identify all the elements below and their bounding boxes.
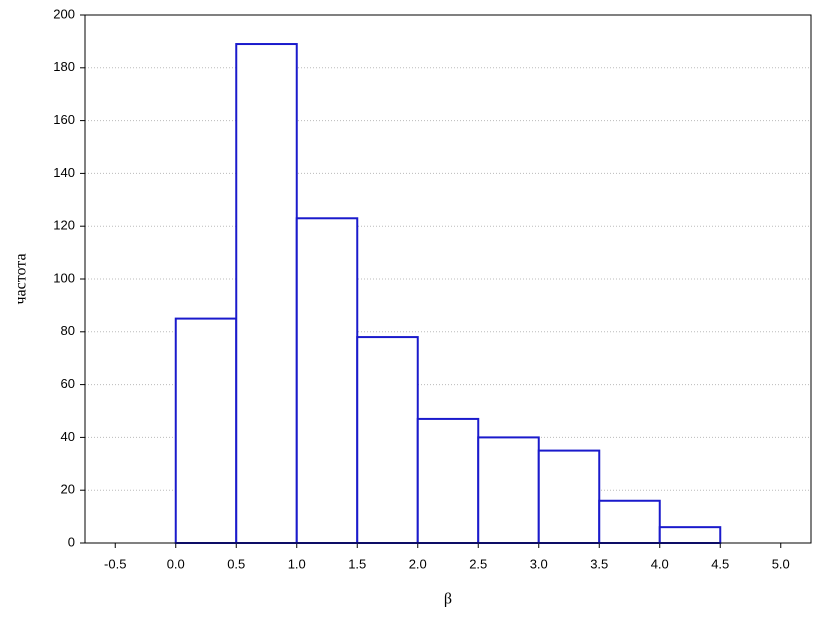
x-tick-label: 1.0: [288, 556, 306, 571]
x-tick-label: 4.0: [651, 556, 669, 571]
y-tick-label: 180: [53, 59, 75, 74]
bar: [235, 43, 298, 544]
x-tick-label: 0.5: [227, 556, 245, 571]
y-tick-label: 160: [53, 112, 75, 127]
bar: [598, 499, 661, 545]
bar: [174, 317, 238, 544]
x-tick-label: 2.0: [409, 556, 427, 571]
y-tick-label: 80: [61, 323, 75, 338]
bar: [416, 417, 480, 545]
x-tick-label: 2.5: [469, 556, 487, 571]
bar: [356, 336, 419, 544]
y-tick-label: 200: [53, 6, 75, 21]
x-axis-label: β: [444, 591, 452, 608]
x-tick-label: 4.5: [711, 556, 729, 571]
y-tick-label: 60: [61, 376, 75, 391]
y-tick-label: 140: [53, 165, 75, 180]
x-tick-label: 5.0: [772, 556, 790, 571]
x-tick-label: 1.5: [348, 556, 366, 571]
bar: [477, 436, 540, 544]
y-tick-label: 120: [53, 218, 75, 233]
plot-frame: [84, 14, 812, 544]
x-tick-label: -0.5: [104, 556, 126, 571]
bar: [658, 526, 722, 544]
bar: [537, 449, 601, 545]
x-tick-label: 3.5: [590, 556, 608, 571]
bar: [295, 217, 359, 544]
y-tick-label: 100: [53, 270, 75, 285]
y-tick-label: 0: [68, 534, 75, 549]
x-tick-label: 3.0: [530, 556, 548, 571]
x-tick-label: 0.0: [167, 556, 185, 571]
y-tick-label: 20: [61, 482, 75, 497]
y-axis-label: частота: [13, 253, 30, 304]
y-tick-label: 40: [61, 429, 75, 444]
